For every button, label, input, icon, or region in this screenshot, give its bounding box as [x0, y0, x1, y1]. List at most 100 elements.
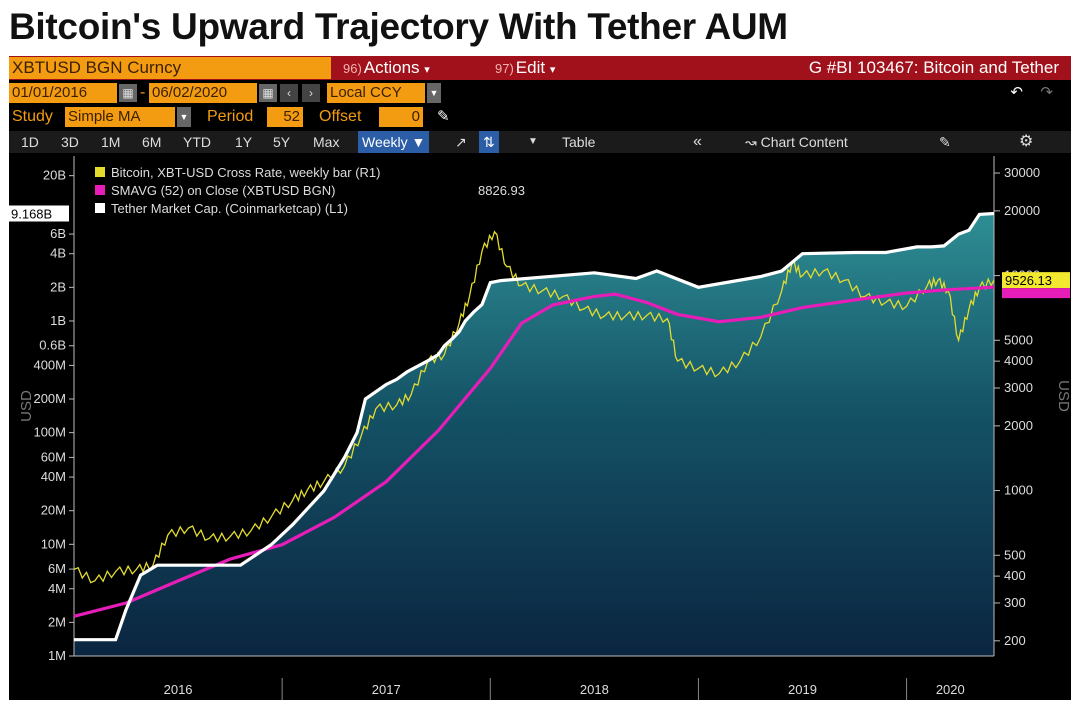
legend-box	[83, 158, 535, 220]
chart-content-button[interactable]: ↝ Chart Content	[745, 131, 848, 153]
left-axis-tick-label: 10M	[41, 536, 66, 551]
study-select[interactable]: Simple MA	[65, 107, 175, 127]
range-toolbar: 1D 3D 1M 6M YTD 1Y 5Y Max Weekly ▼ ↗ ⇅ ▼…	[9, 131, 1071, 153]
left-axis-tick-label: 6M	[48, 561, 66, 576]
ticker-field[interactable]: XBTUSD BGN Curncy	[9, 57, 331, 79]
right-axis-tick-label: 200	[1004, 633, 1026, 648]
legend-label-bitcoin: Bitcoin, XBT-USD Cross Rate, weekly bar …	[111, 165, 380, 180]
range-ytd[interactable]: YTD	[183, 134, 211, 150]
left-axis-tick-label: 2M	[48, 614, 66, 629]
date-separator: -	[140, 84, 146, 101]
x-axis: 2016 2017 2018 2019 2020	[164, 678, 965, 700]
left-axis-label: USD	[18, 390, 35, 422]
left-axis-tick-label: 400M	[33, 357, 66, 372]
x-axis-tick-label: 2017	[372, 682, 401, 697]
end-date-field[interactable]: 06/02/2020	[149, 83, 257, 103]
legend-swatch-tether	[95, 203, 105, 213]
left-axis-tick-label: 1B	[50, 313, 66, 328]
bloomberg-terminal: XBTUSD BGN Curncy 96) Actions ▾ 97) Edit ▾…	[9, 56, 1071, 700]
legend-value-sma: 8826.93	[478, 183, 525, 198]
redo-icon[interactable]: ↷	[1040, 84, 1053, 101]
study-label: Study	[12, 108, 53, 125]
line-chart-icon[interactable]: ↗	[455, 134, 467, 150]
edit-box-icon[interactable]: ✎	[939, 134, 951, 150]
study-bar: Study Simple MA ▼ Period 52 Offset 0 ✎	[9, 107, 1071, 129]
left-axis-tick-label: 4M	[48, 581, 66, 596]
right-axis-tick-label: 5000	[1004, 332, 1033, 347]
right-axis-tick-label: 30000	[1004, 165, 1040, 180]
left-axis-tick-label: 6B	[50, 226, 66, 241]
right-axis-tick-label: 20000	[1004, 203, 1040, 218]
caret-down-icon: ▼	[411, 134, 426, 150]
actions-menu[interactable]: 96) Actions ▾	[343, 57, 430, 79]
left-axis-tick-label: 100M	[33, 425, 66, 440]
right-axis-tick-label: 500	[1004, 547, 1026, 562]
table-button[interactable]: Table	[562, 134, 596, 150]
frequency-label: Weekly	[362, 134, 408, 150]
range-1d[interactable]: 1D	[21, 134, 39, 150]
right-axis-tick-label: 400	[1004, 568, 1026, 583]
edit-menu-number: 97)	[495, 61, 514, 76]
right-axis-label: USD	[1055, 380, 1071, 412]
offset-input[interactable]: 0	[379, 107, 423, 127]
last-value-tag-sma	[1002, 288, 1070, 299]
calendar-icon[interactable]: ▦	[259, 84, 277, 102]
range-1y[interactable]: 1Y	[235, 134, 253, 150]
range-3d[interactable]: 3D	[61, 134, 79, 150]
legend-label-tether: Tether Market Cap. (Coinmarketcap) (L1)	[111, 201, 348, 216]
x-axis-tick-label: 2018	[580, 682, 609, 697]
legend-swatch-sma	[95, 185, 105, 195]
calendar-icon[interactable]: ▦	[119, 84, 137, 102]
period-input[interactable]: 52	[267, 107, 303, 127]
right-axis-tick-label: 300	[1004, 595, 1026, 610]
range-max[interactable]: Max	[313, 134, 340, 150]
double-chevron-left-icon[interactable]: «	[693, 133, 702, 150]
left-axis-tick-label: 60M	[41, 449, 66, 464]
x-axis-tick-label: 2020	[936, 682, 965, 697]
edit-menu[interactable]: 97) Edit ▾	[495, 57, 555, 79]
chart-icon: ↝	[745, 134, 757, 150]
title-bar: XBTUSD BGN Curncy 96) Actions ▾ 97) Edit ▾…	[9, 56, 1071, 80]
x-axis-tick-label: 2016	[164, 682, 193, 697]
left-axis-tick-label: 0.6B	[39, 338, 66, 353]
last-value-tag-tether-text: 9.168B	[11, 206, 52, 221]
left-axis-tick-label: 4B	[50, 246, 66, 261]
start-date-field[interactable]: 01/01/2016	[9, 83, 117, 103]
bitcoin-series	[73, 230, 995, 584]
right-axis: 2003004005001000200030004000500010000200…	[993, 156, 1040, 656]
legend-swatch-bitcoin	[95, 167, 105, 177]
caret-down-icon: ▾	[424, 64, 430, 76]
headline: Bitcoin's Upward Trajectory With Tether …	[9, 6, 788, 47]
chevron-right-icon[interactable]: ›	[302, 84, 320, 102]
undo-icon[interactable]: ↶	[1010, 84, 1023, 101]
chevron-down-icon[interactable]: ▼	[427, 83, 441, 103]
tether-series	[74, 211, 995, 642]
chevron-down-icon[interactable]: ▼	[528, 136, 538, 147]
actions-menu-label: Actions	[363, 58, 420, 77]
right-axis-tick-label: 2000	[1004, 418, 1033, 433]
sma-series	[73, 285, 995, 618]
pencil-icon[interactable]: ✎	[437, 108, 450, 125]
period-label: Period	[207, 108, 254, 125]
right-axis-tick-label: 3000	[1004, 380, 1033, 395]
date-range-bar: 01/01/2016 ▦ - 06/02/2020 ▦ ‹ › Local CC…	[9, 83, 1071, 105]
currency-select[interactable]: Local CCY	[327, 83, 425, 103]
last-value-tag-tether: 9.168B	[9, 205, 69, 222]
actions-menu-number: 96)	[343, 61, 362, 76]
left-axis-tick-label: 2B	[50, 279, 66, 294]
left-axis-tick-label: 20M	[41, 503, 66, 518]
range-5y[interactable]: 5Y	[273, 134, 291, 150]
frequency-select[interactable]: Weekly ▼	[358, 131, 430, 153]
chevron-left-icon[interactable]: ‹	[280, 84, 298, 102]
range-6m[interactable]: 6M	[142, 134, 162, 150]
range-1m[interactable]: 1M	[101, 134, 121, 150]
gear-icon[interactable]: ⚙	[1019, 133, 1034, 150]
chevron-down-icon[interactable]: ▼	[177, 107, 191, 127]
last-value-tag-bitcoin: 9526.13	[1002, 272, 1070, 289]
right-axis-tick-label: 1000	[1004, 483, 1033, 498]
caret-down-icon: ▾	[549, 64, 556, 76]
chart-content-label: Chart Content	[760, 134, 848, 150]
tether-area-fill	[74, 213, 994, 656]
edit-menu-label: Edit	[515, 58, 546, 77]
bar-style-icon[interactable]: ⇅	[479, 131, 499, 153]
